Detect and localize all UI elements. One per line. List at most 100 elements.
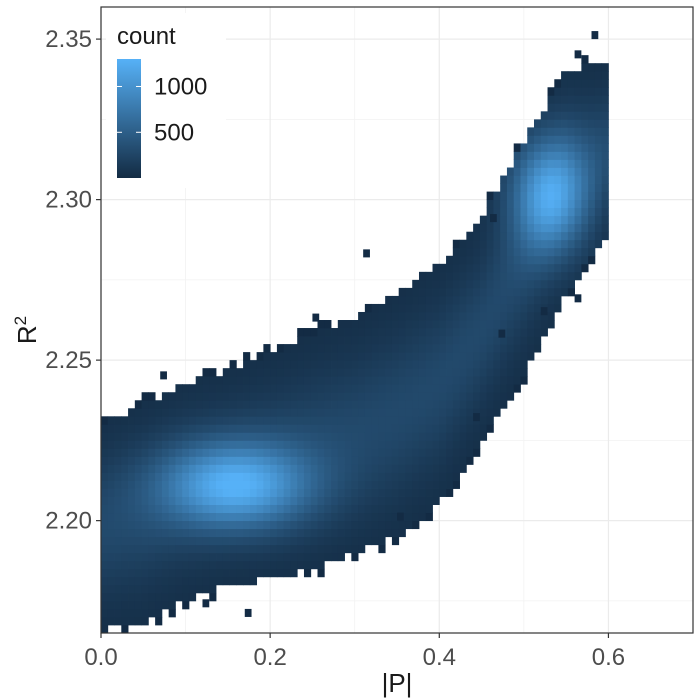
histogram-bin: [155, 456, 163, 465]
histogram-bin: [418, 320, 427, 329]
histogram-bin: [344, 512, 352, 522]
histogram-bin: [398, 456, 406, 465]
histogram-bin: [493, 303, 501, 313]
histogram-bin: [527, 311, 535, 321]
histogram-bin: [364, 472, 373, 481]
histogram-bin: [540, 143, 548, 152]
histogram-bin: [161, 456, 170, 465]
histogram-bin: [364, 360, 373, 369]
histogram-bin: [351, 368, 359, 377]
histogram-bin: [425, 287, 433, 297]
histogram-bin: [249, 368, 258, 377]
histogram-bin: [418, 432, 427, 441]
histogram-bin: [283, 568, 291, 578]
histogram-bin: [405, 287, 413, 297]
histogram-bin: [486, 255, 494, 265]
histogram-bin: [182, 464, 190, 473]
histogram-bin: [263, 472, 271, 481]
histogram-bin: [236, 456, 244, 465]
histogram-bin: [331, 352, 339, 361]
histogram-bin: [594, 239, 603, 249]
histogram-bin: [439, 303, 447, 313]
histogram-bin: [425, 416, 433, 425]
histogram-bin: [243, 440, 251, 449]
histogram-bin: [520, 271, 528, 281]
histogram-bin-outlier: [397, 512, 404, 521]
histogram-bin: [249, 456, 258, 465]
histogram-bin: [317, 560, 325, 570]
histogram-bin: [188, 408, 197, 417]
histogram-bin: [283, 376, 291, 385]
histogram-bin: [561, 159, 569, 168]
histogram-bin: [155, 560, 163, 570]
panel-border: [100, 6, 694, 634]
histogram-bin: [249, 576, 258, 586]
histogram-bin: [128, 408, 136, 417]
histogram-bin: [405, 320, 413, 329]
histogram-bin: [351, 536, 359, 546]
histogram-bin: [128, 480, 136, 489]
histogram-bin: [303, 376, 312, 385]
histogram-bin: [351, 448, 359, 457]
histogram-bin: [588, 239, 596, 249]
histogram-bin: [209, 512, 217, 522]
histogram-bin: [459, 239, 467, 249]
histogram-bin: [371, 536, 379, 546]
histogram-bin: [168, 496, 176, 505]
histogram-bin: [303, 400, 312, 409]
histogram-bin: [412, 303, 420, 313]
histogram-bin: [276, 360, 285, 369]
histogram-bin: [567, 143, 575, 152]
histogram-bin: [574, 239, 582, 249]
histogram-bin: [303, 456, 312, 465]
histogram-bin: [229, 448, 237, 457]
histogram-bin: [101, 608, 109, 618]
histogram-bin: [418, 456, 427, 465]
histogram-bin: [344, 360, 352, 369]
histogram-bin: [473, 424, 481, 433]
histogram-bin: [337, 384, 345, 393]
histogram-bin: [209, 448, 217, 457]
histogram-bin: [466, 247, 474, 257]
histogram-bin: [297, 488, 305, 497]
histogram-bin: [561, 231, 569, 241]
histogram-bin: [141, 568, 149, 578]
histogram-bin: [418, 400, 427, 409]
histogram-bin: [520, 344, 528, 353]
histogram-bin: [446, 376, 454, 385]
histogram-bin: [581, 151, 589, 160]
histogram-bin: [121, 616, 129, 626]
histogram-bin: [513, 263, 521, 273]
histogram-bin: [344, 488, 352, 497]
histogram-bin: [216, 432, 224, 441]
histogram-bin: [432, 488, 440, 497]
histogram-bin: [195, 520, 203, 530]
histogram-bin: [506, 344, 515, 353]
histogram-bin: [107, 600, 115, 610]
histogram-bin: [364, 416, 373, 425]
histogram-bin: [561, 247, 569, 257]
histogram-bin: [479, 424, 488, 433]
histogram-bin: [148, 408, 156, 417]
histogram-bin: [188, 448, 197, 457]
histogram-bin: [331, 512, 339, 522]
histogram-bin: [418, 512, 427, 522]
histogram-bin: [446, 295, 454, 305]
histogram-bin: [324, 544, 332, 554]
histogram-bin: [283, 432, 291, 441]
histogram-bin: [594, 143, 603, 152]
histogram-bin: [229, 424, 237, 433]
histogram-bin: [297, 336, 305, 345]
histogram-bin: [344, 472, 352, 481]
histogram-bin: [141, 448, 149, 457]
histogram-bin: [168, 432, 176, 441]
histogram-bin: [466, 456, 474, 465]
histogram-bin: [412, 400, 420, 409]
histogram-bin: [513, 231, 521, 241]
histogram-bin: [351, 544, 359, 554]
histogram-bin: [161, 432, 170, 441]
histogram-bin: [168, 568, 176, 578]
histogram-bin: [202, 464, 210, 473]
histogram-bin: [412, 520, 420, 530]
histogram-bin: [594, 71, 603, 80]
